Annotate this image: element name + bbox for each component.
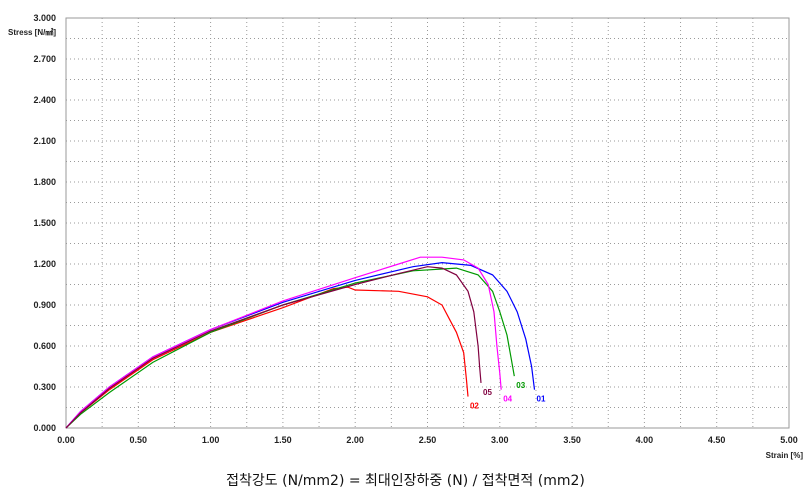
y-tick-label: 0.600 bbox=[33, 341, 56, 351]
x-tick-label: 0.00 bbox=[57, 435, 75, 445]
y-tick-label: 0.300 bbox=[33, 382, 56, 392]
series-group: 01 02 03 04 05 bbox=[65, 256, 546, 429]
x-tick-label: 1.00 bbox=[202, 435, 220, 445]
y-tick-label: 2.400 bbox=[33, 95, 56, 105]
series-label-05: 05 bbox=[483, 388, 492, 397]
x-tick-label: 4.50 bbox=[708, 435, 726, 445]
tick-labels: 0.00 0.50 1.00 1.50 2.00 2.50 3.00 3.50 4.00 4.50… bbox=[33, 13, 797, 445]
y-tick-label: 2.700 bbox=[33, 54, 56, 64]
x-tick-label: 2.50 bbox=[419, 435, 437, 445]
x-tick-label: 2.00 bbox=[346, 435, 364, 445]
y-tick-label: 1.800 bbox=[33, 177, 56, 187]
series-line-04 bbox=[65, 256, 502, 429]
x-tick-label: 4.00 bbox=[636, 435, 654, 445]
x-tick-label: 1.50 bbox=[274, 435, 292, 445]
y-tick-label: 2.100 bbox=[33, 136, 56, 146]
formula-caption: 접착강도 (N/mm2) = 최대인장하중 (N) / 접착면적 (mm2) bbox=[226, 473, 585, 489]
y-axis-title: Stress [N/㎟] bbox=[8, 27, 56, 37]
x-tick-label: 3.50 bbox=[563, 435, 581, 445]
y-tick-label: 0.000 bbox=[33, 423, 56, 433]
x-tick-label: 0.50 bbox=[130, 435, 148, 445]
series-line-02 bbox=[65, 286, 469, 429]
x-tick-label: 3.00 bbox=[491, 435, 509, 445]
plot-frame bbox=[65, 17, 790, 429]
x-tick-label: 5.00 bbox=[780, 435, 798, 445]
y-tick-label: 1.200 bbox=[33, 259, 56, 269]
stress-strain-chart: 0.00 0.50 1.00 1.50 2.00 2.50 3.00 3.50 4.00 4.50… bbox=[8, 13, 804, 460]
y-tick-label: 1.500 bbox=[33, 218, 56, 228]
series-label-02: 02 bbox=[470, 402, 479, 411]
series-line-05 bbox=[65, 266, 482, 429]
series-label-01: 01 bbox=[537, 395, 546, 404]
series-line-01 bbox=[65, 261, 536, 429]
x-axis-title: Strain [%] bbox=[766, 451, 804, 460]
grid bbox=[65, 17, 790, 429]
series-label-04: 04 bbox=[503, 395, 512, 404]
series-line-03 bbox=[65, 267, 515, 429]
y-tick-label: 3.000 bbox=[33, 13, 56, 23]
series-label-03: 03 bbox=[516, 381, 525, 390]
y-tick-label: 0.900 bbox=[33, 300, 56, 310]
